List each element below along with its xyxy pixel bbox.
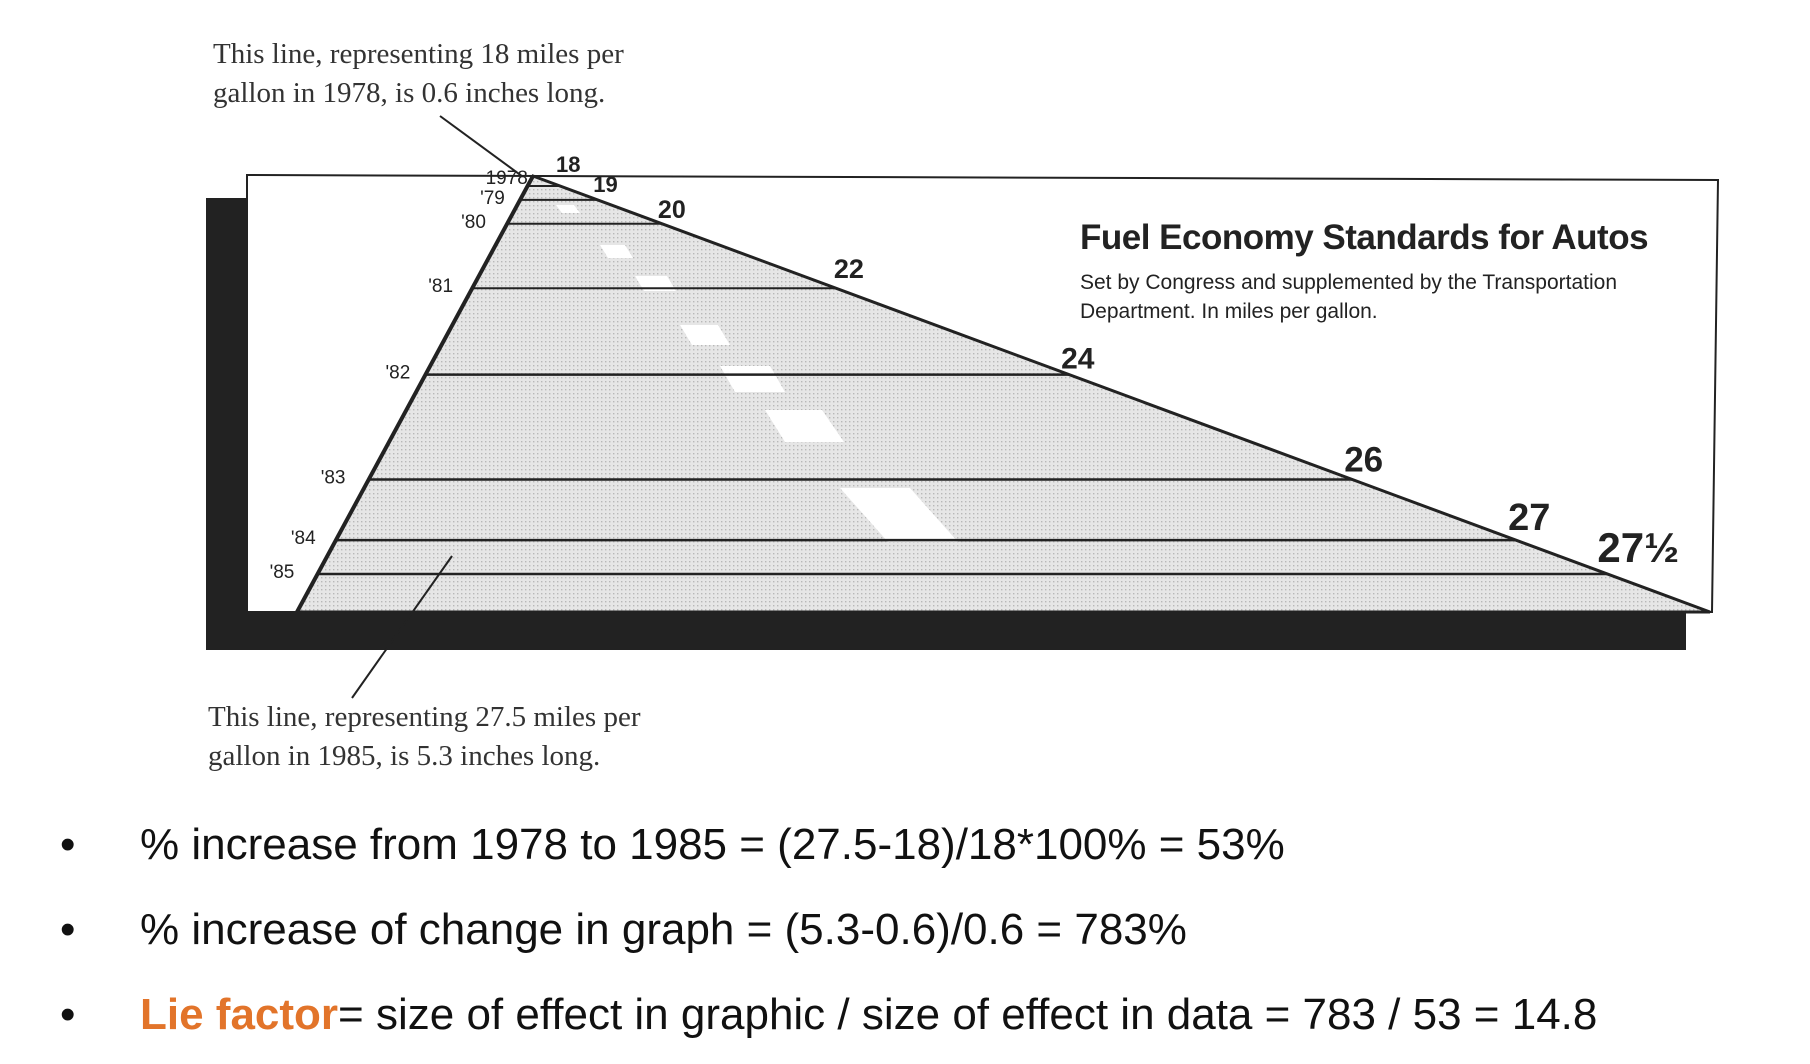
year-label: '84 — [291, 528, 316, 549]
year-label: '83 — [321, 467, 346, 488]
chart-subtitle-line2: Department. In miles per gallon. — [1080, 300, 1378, 323]
year-label: '79 — [480, 188, 505, 209]
value-label: 27½ — [1597, 524, 1679, 571]
year-label: '85 — [270, 562, 295, 583]
bottom-note-line1: This line, representing 27.5 miles per — [208, 701, 641, 733]
value-label: 20 — [658, 196, 686, 224]
value-label: 22 — [834, 254, 864, 284]
bottom-note-pointer — [351, 555, 453, 699]
bullet-list: • % increase from 1978 to 1985 = (27.5-1… — [0, 790, 1810, 1064]
value-label: 26 — [1344, 440, 1383, 479]
value-label: 24 — [1061, 343, 1095, 376]
chart-subtitle-line1: Set by Congress and supplemented by the … — [1080, 271, 1617, 294]
value-labels-layer: 18 19 20 22 24 26 27 27½ — [556, 152, 1679, 571]
center-dashes — [556, 205, 958, 542]
bottom-note-line2: gallon in 1985, is 5.3 inches long. — [208, 740, 600, 772]
frame-shadow-bottom — [206, 608, 1686, 650]
value-label: 19 — [593, 172, 617, 197]
fuel-economy-chart: This line, representing 18 miles per gal… — [206, 38, 1720, 772]
bullet-text: % increase from 1978 to 1985 = (27.5-18)… — [140, 820, 1285, 869]
bullet-text: % increase of change in graph = (5.3-0.6… — [140, 905, 1187, 954]
year-label: 1978 — [486, 168, 528, 189]
value-label: 27 — [1508, 497, 1550, 539]
bullet-item: • Lie factor = size of effect in graphic… — [60, 980, 1597, 1050]
bullet-text: = size of effect in graphic / size of ef… — [338, 990, 1598, 1039]
bullet-marker: • — [60, 905, 76, 954]
top-note-line2: gallon in 1978, is 0.6 inches long. — [213, 77, 605, 109]
chart-title: Fuel Economy Standards for Autos — [1080, 218, 1648, 257]
bullet-item: • % increase from 1978 to 1985 = (27.5-1… — [60, 810, 1285, 880]
bullet-marker: • — [60, 990, 76, 1039]
year-label: '82 — [386, 363, 411, 384]
value-label: 18 — [556, 152, 580, 177]
year-label: '81 — [428, 276, 453, 297]
lie-factor-term: Lie factor — [140, 990, 339, 1039]
frame-shadow-left — [206, 198, 248, 646]
year-label: '80 — [461, 212, 486, 233]
bars-layer — [317, 185, 1608, 576]
bullet-marker: • — [60, 820, 76, 869]
year-labels-layer: 1978'79 '80 '81 '82 '83 '84 '85 — [270, 168, 528, 583]
top-note-line1: This line, representing 18 miles per — [213, 38, 624, 70]
bullet-item: • % increase of change in graph = (5.3-0… — [60, 895, 1187, 965]
